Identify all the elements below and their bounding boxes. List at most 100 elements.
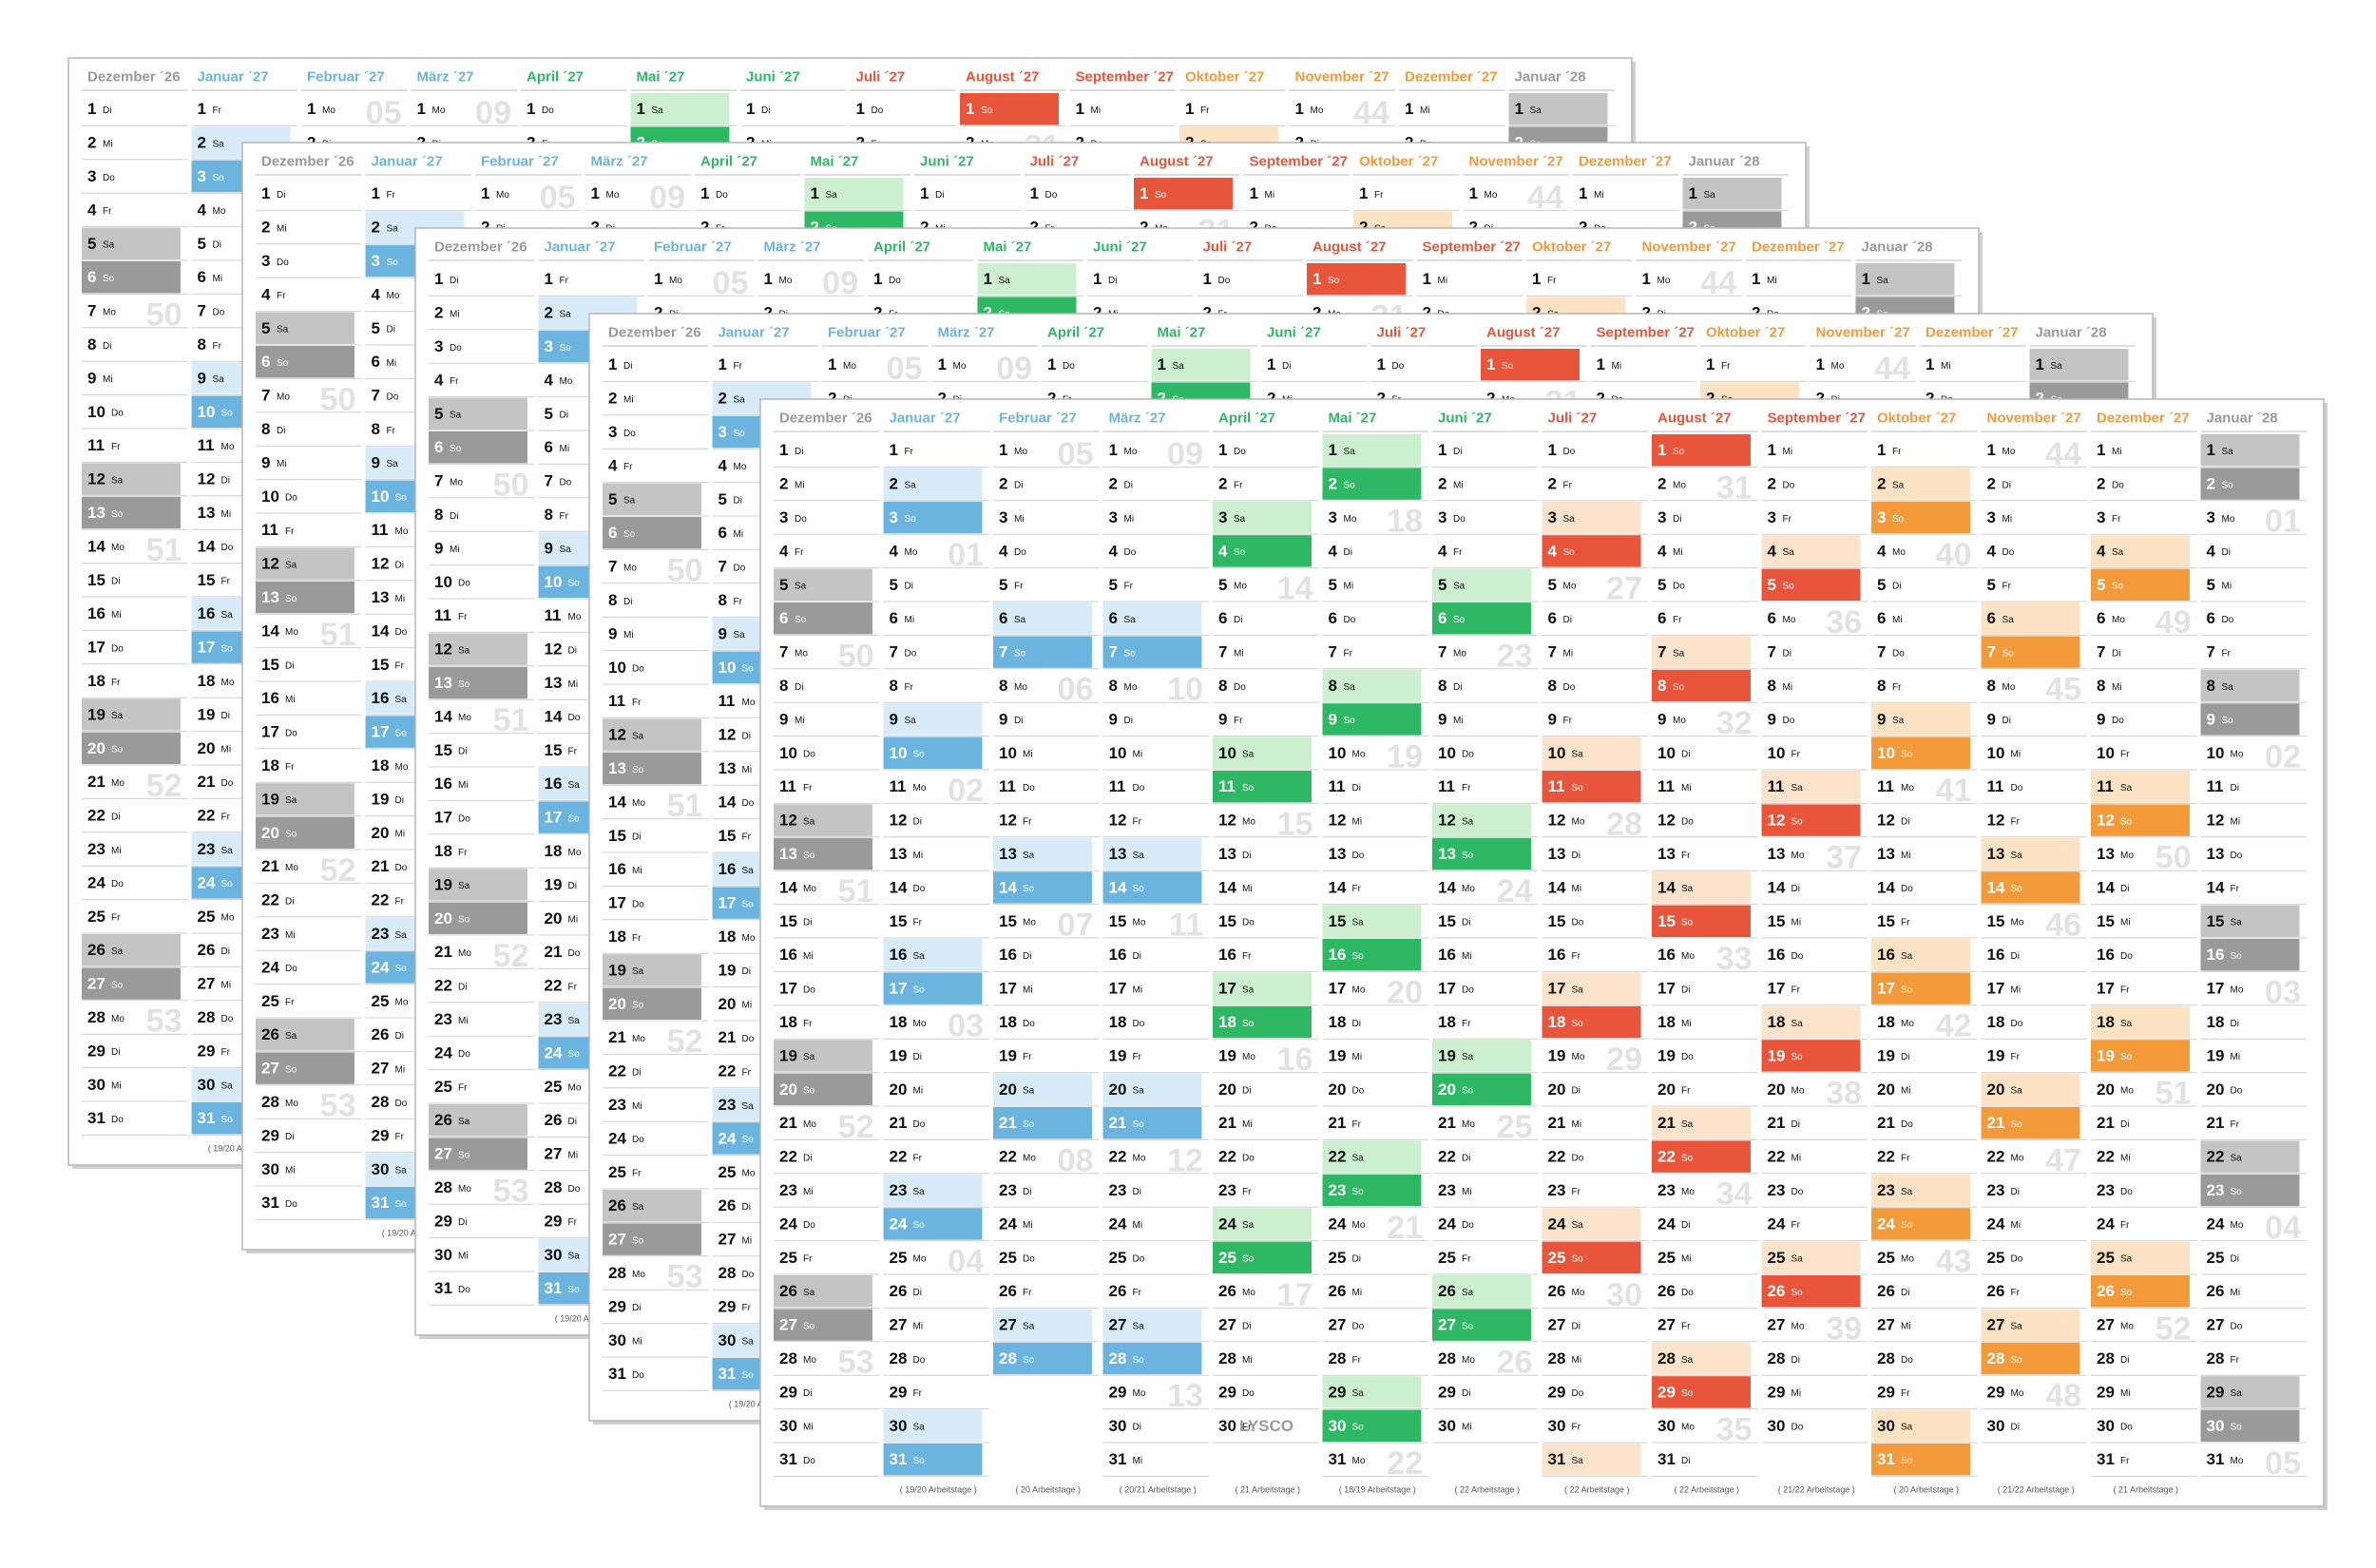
weekday: Di (632, 1303, 641, 1313)
weekday: Mi (568, 1150, 579, 1160)
day-number: 30 (608, 1331, 626, 1349)
weekday: Di (285, 896, 294, 907)
weekday: So (395, 1199, 408, 1210)
day-number: 1 (1515, 100, 1523, 118)
day-number: 16 (608, 860, 626, 878)
weekday: So (285, 594, 297, 604)
day-number: 19 (608, 961, 626, 979)
weekday: Do (395, 627, 408, 638)
week-number: 50 (146, 296, 182, 333)
day-number: 13 (719, 759, 737, 777)
month-title: Juli ´27 (1203, 239, 1253, 256)
weekday: Do (458, 813, 470, 824)
day-number: 8 (261, 420, 270, 438)
day-number: 21 (608, 1028, 626, 1046)
weekday: Mi (213, 274, 223, 284)
weekday: Do (734, 563, 746, 573)
day-number: 22 (719, 1062, 737, 1080)
weekday: So (458, 679, 470, 690)
weekday: Mi (623, 630, 634, 641)
day-number: 7 (434, 472, 443, 490)
month-title: Januar ´27 (198, 69, 269, 86)
weekday: Fr (623, 462, 633, 472)
weekday: Sa (560, 545, 572, 555)
month-title: Juni ´27 (746, 69, 800, 86)
day-number: 20 (719, 995, 737, 1013)
saturday-cell (82, 463, 181, 495)
weekday: Di (277, 190, 285, 201)
week-number: 52 (320, 852, 356, 889)
day-number: 25 (198, 908, 216, 926)
weekday: Mi (395, 830, 406, 840)
weekday: Sa (632, 966, 644, 977)
weekday: So (387, 258, 399, 268)
day-number: 15 (719, 827, 737, 845)
weekday: Di (103, 341, 111, 352)
saturday-cell (1682, 178, 1782, 210)
weekday: So (568, 813, 581, 824)
day-number: 10 (372, 488, 390, 506)
week-number: 50 (320, 381, 356, 417)
weekday: Di (221, 711, 230, 721)
day-number: 2 (87, 134, 96, 152)
day-number: 29 (87, 1042, 105, 1060)
day-number: 19 (545, 875, 563, 893)
day-number: 21 (198, 773, 216, 791)
weekday: So (1155, 190, 1167, 201)
weekday: Sa (103, 240, 115, 251)
weekday: Mo (213, 206, 226, 217)
day-number: 5 (719, 490, 727, 508)
weekday: Mo (568, 612, 582, 622)
day-number: 5 (372, 319, 380, 337)
day-number: 2 (545, 304, 553, 322)
weekday: Fr (395, 661, 405, 672)
weekday: Sa (285, 560, 297, 570)
weekday: Do (1045, 190, 1058, 201)
weekday: Di (111, 1047, 120, 1058)
day-number: 23 (198, 840, 216, 858)
day-number: 12 (545, 641, 563, 659)
weekday: Fr (632, 933, 642, 944)
saturday-cell (82, 698, 181, 731)
day-number: 29 (198, 1042, 216, 1060)
weekday: Mo (1657, 276, 1671, 286)
day-number: 15 (434, 741, 452, 759)
day-number: 24 (434, 1043, 452, 1061)
day-number: 15 (545, 741, 563, 759)
weekday: Mi (742, 1235, 753, 1246)
saturday-cell (804, 178, 904, 210)
sunday-cell (256, 346, 354, 378)
day-number: 4 (608, 456, 618, 474)
weekday: Mi (632, 1101, 642, 1112)
weekday: Fr (458, 1083, 468, 1094)
month-title: Dezember ´26 (87, 69, 181, 86)
weekday: Di (935, 190, 944, 201)
weekday: Mo (1485, 190, 1498, 201)
day-number: 29 (608, 1297, 626, 1315)
weekday: Fr (285, 526, 295, 537)
day-number: 4 (198, 201, 207, 219)
weekday: Fr (387, 190, 396, 201)
day-number: 8 (545, 506, 553, 524)
weekday: Mi (450, 309, 460, 319)
day-number: 1 (545, 270, 553, 288)
weekday: Sa (826, 190, 838, 201)
weekday: Fr (213, 105, 222, 116)
month-title: Oktober ´27 (1359, 154, 1438, 170)
day-number: 14 (608, 793, 626, 811)
day-number: 23 (372, 925, 390, 943)
weekday: Sa (285, 795, 297, 806)
day-number: 9 (198, 369, 206, 387)
month-title: Januar ´27 (372, 154, 443, 170)
weekday: Fr (458, 612, 468, 622)
weekday: Fr (285, 998, 295, 1008)
weekday: Di (560, 411, 568, 421)
month-title: August ´27 (1140, 154, 1214, 170)
day-number: 8 (608, 591, 617, 609)
day-number: 8 (372, 420, 380, 438)
weekday: Sa (458, 1117, 470, 1127)
day-number: 30 (545, 1246, 563, 1264)
weekday: Mo (632, 1034, 645, 1044)
weekday: Do (213, 307, 225, 317)
weekday: Mi (1091, 105, 1102, 116)
